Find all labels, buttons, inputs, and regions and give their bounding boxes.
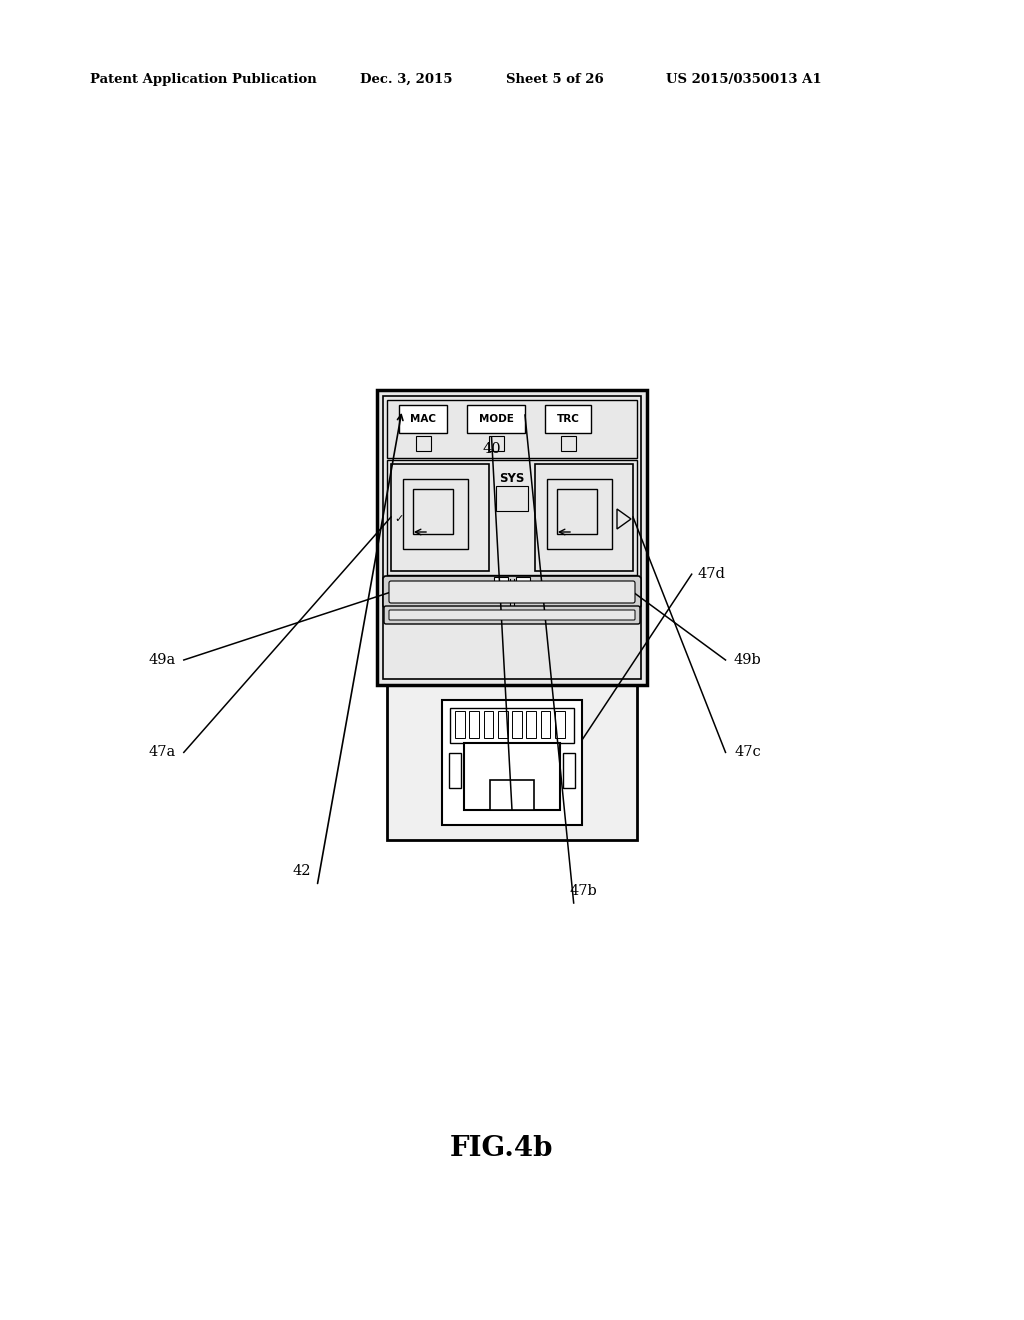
Bar bbox=[377, 389, 647, 685]
Text: 40: 40 bbox=[482, 442, 501, 455]
Text: SYS: SYS bbox=[500, 471, 524, 484]
Bar bbox=[512, 711, 522, 738]
Bar bbox=[464, 743, 560, 810]
Bar bbox=[545, 405, 591, 433]
Text: Patent Application Publication: Patent Application Publication bbox=[90, 73, 316, 86]
Bar bbox=[535, 465, 633, 572]
Text: 42: 42 bbox=[293, 865, 311, 878]
Bar bbox=[496, 486, 528, 511]
Bar bbox=[489, 436, 504, 451]
Bar bbox=[403, 479, 468, 549]
Bar bbox=[387, 459, 637, 576]
Text: 47c: 47c bbox=[734, 746, 761, 759]
Bar bbox=[413, 488, 453, 535]
Bar bbox=[557, 488, 597, 535]
Bar bbox=[442, 700, 582, 825]
Bar bbox=[467, 405, 525, 433]
FancyBboxPatch shape bbox=[383, 576, 641, 609]
FancyBboxPatch shape bbox=[389, 581, 635, 603]
Text: TRC: TRC bbox=[557, 414, 580, 424]
FancyBboxPatch shape bbox=[389, 610, 635, 620]
Bar bbox=[455, 711, 465, 738]
Text: Dec. 3, 2015: Dec. 3, 2015 bbox=[360, 73, 453, 86]
FancyBboxPatch shape bbox=[384, 606, 640, 624]
Bar bbox=[469, 711, 479, 738]
Text: 49a: 49a bbox=[148, 653, 175, 667]
Bar bbox=[449, 752, 461, 788]
Bar bbox=[450, 708, 574, 743]
Bar bbox=[387, 400, 637, 458]
Bar bbox=[483, 711, 494, 738]
Bar bbox=[563, 752, 575, 788]
Text: 47b: 47b bbox=[569, 884, 598, 898]
Bar bbox=[541, 711, 551, 738]
Text: Sheet 5 of 26: Sheet 5 of 26 bbox=[506, 73, 603, 86]
Text: 47a: 47a bbox=[148, 746, 175, 759]
Text: ✓: ✓ bbox=[394, 513, 403, 524]
Text: MODE: MODE bbox=[478, 414, 513, 424]
Bar bbox=[391, 465, 489, 572]
Bar bbox=[547, 479, 612, 549]
Text: 49b: 49b bbox=[733, 653, 762, 667]
Bar bbox=[498, 711, 508, 738]
Bar bbox=[555, 711, 564, 738]
Bar bbox=[561, 436, 575, 451]
Bar bbox=[416, 436, 431, 451]
Text: MAC: MAC bbox=[410, 414, 436, 424]
Bar bbox=[383, 396, 641, 678]
Bar bbox=[526, 711, 537, 738]
Bar bbox=[399, 405, 447, 433]
Bar bbox=[490, 780, 534, 810]
Bar bbox=[494, 577, 508, 587]
Bar bbox=[387, 685, 637, 840]
Text: FIG.4b: FIG.4b bbox=[450, 1135, 554, 1162]
Text: 47d: 47d bbox=[697, 568, 726, 581]
Bar bbox=[516, 577, 530, 587]
Text: US 2015/0350013 A1: US 2015/0350013 A1 bbox=[666, 73, 821, 86]
